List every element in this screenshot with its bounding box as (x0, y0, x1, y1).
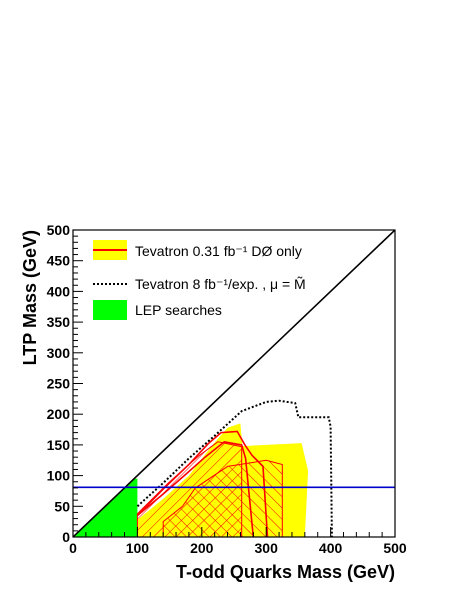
series-diagonal (73, 230, 395, 537)
y-tick-label: 100 (47, 468, 71, 484)
y-tick-label: 150 (47, 437, 71, 453)
x-tick-label: 500 (383, 540, 407, 556)
y-tick-label: 0 (62, 529, 70, 545)
y-axis-title: LTP Mass (GeV) (20, 230, 40, 365)
legend-label-lep: LEP searches (135, 302, 222, 318)
series-hatch-right (162, 459, 283, 537)
y-tick-label: 400 (47, 283, 71, 299)
x-tick-label: 0 (69, 540, 77, 556)
series-tev031-inner (136, 440, 255, 537)
y-tick-label: 350 (47, 314, 71, 330)
x-tick-label: 400 (319, 540, 343, 556)
series-tev8 (136, 399, 333, 537)
y-tick-label: 500 (47, 222, 71, 238)
y-tick-label: 50 (54, 498, 70, 514)
legend-swatch-lep (93, 300, 127, 320)
y-tick-label: 450 (47, 253, 71, 269)
legend-label-tev031: Tevatron 0.31 fb⁻¹ DØ only (135, 243, 302, 259)
x-tick-label: 200 (190, 540, 214, 556)
x-tick-label: 100 (126, 540, 150, 556)
legend-label-tev8: Tevatron 8 fb⁻¹/exp. , μ = M̃ (135, 276, 306, 292)
series-layer (73, 230, 395, 537)
x-tick-label: 300 (255, 540, 279, 556)
y-tick-label: 300 (47, 345, 71, 361)
x-axis-title: T-odd Quarks Mass (GeV) (176, 562, 395, 582)
ticks-layer: 0 100 200 300 400 500 0 50 100 150 200 250 300 350 400… (47, 222, 407, 556)
legend: Tevatron 0.31 fb⁻¹ DØ only Tevatron 8 fb… (93, 240, 306, 320)
y-tick-label: 200 (47, 406, 71, 422)
series-tev031 (136, 430, 269, 537)
y-tick-label: 250 (47, 376, 71, 392)
